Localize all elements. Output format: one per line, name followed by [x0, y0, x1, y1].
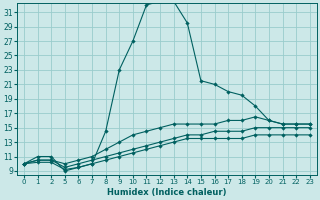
X-axis label: Humidex (Indice chaleur): Humidex (Indice chaleur) — [107, 188, 227, 197]
